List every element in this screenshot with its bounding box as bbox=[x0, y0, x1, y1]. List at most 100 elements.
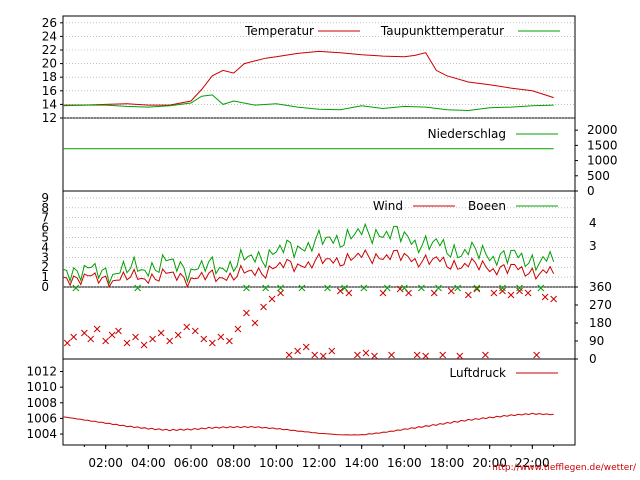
y-tick-label: 18 bbox=[42, 70, 57, 84]
y-tick-label-right: 1500 bbox=[587, 138, 618, 152]
x-tick-label: 06:00 bbox=[174, 456, 209, 470]
x-tick-label: 08:00 bbox=[216, 456, 251, 470]
legend-niederschlag-label: Niederschlag bbox=[428, 127, 506, 141]
y-tick-label: 4 bbox=[41, 240, 49, 254]
y-tick-label: 8 bbox=[41, 201, 49, 215]
scatter-point bbox=[183, 323, 191, 331]
scatter-point bbox=[383, 284, 391, 292]
scatter-point bbox=[93, 325, 101, 333]
scatter-point bbox=[396, 285, 404, 293]
scatter-point bbox=[298, 284, 306, 292]
scatter-point bbox=[405, 289, 412, 297]
scatter-point bbox=[324, 284, 331, 292]
y-tick-label-right: 180 bbox=[589, 316, 612, 330]
y-tick-label-right: 360 bbox=[589, 280, 612, 294]
scatter-point bbox=[311, 351, 319, 359]
y-tick-label-right: 90 bbox=[589, 334, 604, 348]
series-line-dewpoint bbox=[62, 94, 554, 112]
scatter-point bbox=[319, 352, 327, 360]
scatter-point bbox=[87, 335, 95, 343]
scatter-point bbox=[226, 337, 233, 345]
scatter-point bbox=[134, 284, 142, 292]
y-tick-label: 1010 bbox=[26, 380, 57, 394]
scatter-point bbox=[413, 351, 421, 359]
legend-luftdruck-label: Luftdruck bbox=[449, 366, 506, 380]
scatter-point bbox=[268, 295, 276, 303]
scatter-point bbox=[200, 335, 208, 343]
y-tick-label: 12 bbox=[42, 111, 57, 125]
y-tick-label: 1004 bbox=[26, 427, 57, 441]
legend-boeen-label: Boeen bbox=[468, 199, 506, 213]
scatter-point bbox=[435, 284, 442, 292]
y-tick-label-right: 4 bbox=[589, 216, 597, 230]
scatter-point bbox=[277, 289, 284, 297]
series-line-temperature bbox=[63, 50, 554, 106]
scatter-point bbox=[217, 333, 225, 341]
scatter-point bbox=[251, 319, 259, 327]
y-tick-label: 26 bbox=[42, 16, 57, 30]
scatter-point bbox=[285, 351, 293, 359]
x-tick-label: 12:00 bbox=[302, 456, 337, 470]
scatter-point bbox=[473, 285, 481, 293]
scatter-point bbox=[328, 347, 336, 355]
scatter-point bbox=[63, 339, 71, 347]
scatter-point bbox=[260, 303, 267, 311]
scatter-point bbox=[499, 284, 506, 292]
y-tick-label: 1008 bbox=[26, 396, 57, 410]
scatter-point bbox=[422, 352, 430, 360]
y-tick-label: 0 bbox=[41, 280, 49, 294]
scatter-point bbox=[80, 329, 88, 337]
watermark-link[interactable]: http://www.tiefflegen.de/wetter/ bbox=[492, 463, 636, 473]
scatter-point bbox=[277, 284, 284, 292]
y-tick-label-right: 270 bbox=[589, 298, 612, 312]
y-tick-label-right: 0 bbox=[589, 352, 597, 366]
legend-taupunkt-label: Taupunkttemperatur bbox=[380, 24, 504, 38]
scatter-point bbox=[447, 287, 455, 295]
scatter-point bbox=[439, 351, 447, 359]
scatter-point bbox=[243, 309, 250, 317]
panel-frame-4 bbox=[62, 286, 576, 360]
scatter-point bbox=[234, 325, 242, 333]
scatter-point bbox=[123, 339, 131, 347]
scatter-point bbox=[541, 293, 549, 301]
y-tick-label: 14 bbox=[42, 97, 57, 111]
series-line-wind bbox=[62, 249, 555, 289]
scatter-point bbox=[208, 339, 216, 347]
y-tick-label: 7 bbox=[41, 211, 49, 225]
y-tick-label-right: 0 bbox=[587, 184, 595, 198]
scatter-point bbox=[174, 331, 182, 339]
x-tick-label: 10:00 bbox=[259, 456, 294, 470]
x-tick-label: 18:00 bbox=[430, 456, 465, 470]
y-tick-label-right: 1000 bbox=[587, 154, 618, 168]
scatter-point bbox=[507, 291, 515, 299]
y-tick-label: 6 bbox=[41, 221, 49, 235]
scatter-point bbox=[70, 333, 78, 341]
scatter-point bbox=[191, 327, 199, 335]
scatter-point bbox=[516, 284, 523, 292]
scatter-point bbox=[354, 351, 361, 359]
scatter-point bbox=[400, 284, 408, 292]
scatter-point bbox=[140, 341, 148, 349]
scatter-point bbox=[345, 289, 353, 297]
series-line-pressure bbox=[62, 412, 554, 436]
scatter-point bbox=[482, 351, 489, 359]
scatter-point bbox=[499, 287, 506, 295]
scatter-point bbox=[336, 287, 344, 295]
y-tick-label: 3 bbox=[41, 250, 49, 264]
x-tick-label: 22:00 bbox=[515, 456, 550, 470]
y-tick-label-right: 3 bbox=[589, 239, 597, 253]
y-tick-label: 2 bbox=[41, 260, 49, 274]
scatter-point bbox=[341, 284, 348, 292]
y-tick-label: 1012 bbox=[26, 365, 57, 379]
scatter-point bbox=[430, 289, 438, 297]
y-tick-label-right: 2000 bbox=[587, 123, 618, 137]
scatter-point bbox=[132, 333, 139, 341]
scatter-point bbox=[456, 352, 464, 360]
scatter-point bbox=[108, 331, 116, 339]
y-tick-label: 9 bbox=[41, 191, 49, 205]
y-tick-label: 1006 bbox=[26, 411, 57, 425]
x-tick-label: 20:00 bbox=[472, 456, 507, 470]
scatter-point bbox=[533, 351, 540, 359]
x-tick-label: 14:00 bbox=[344, 456, 379, 470]
